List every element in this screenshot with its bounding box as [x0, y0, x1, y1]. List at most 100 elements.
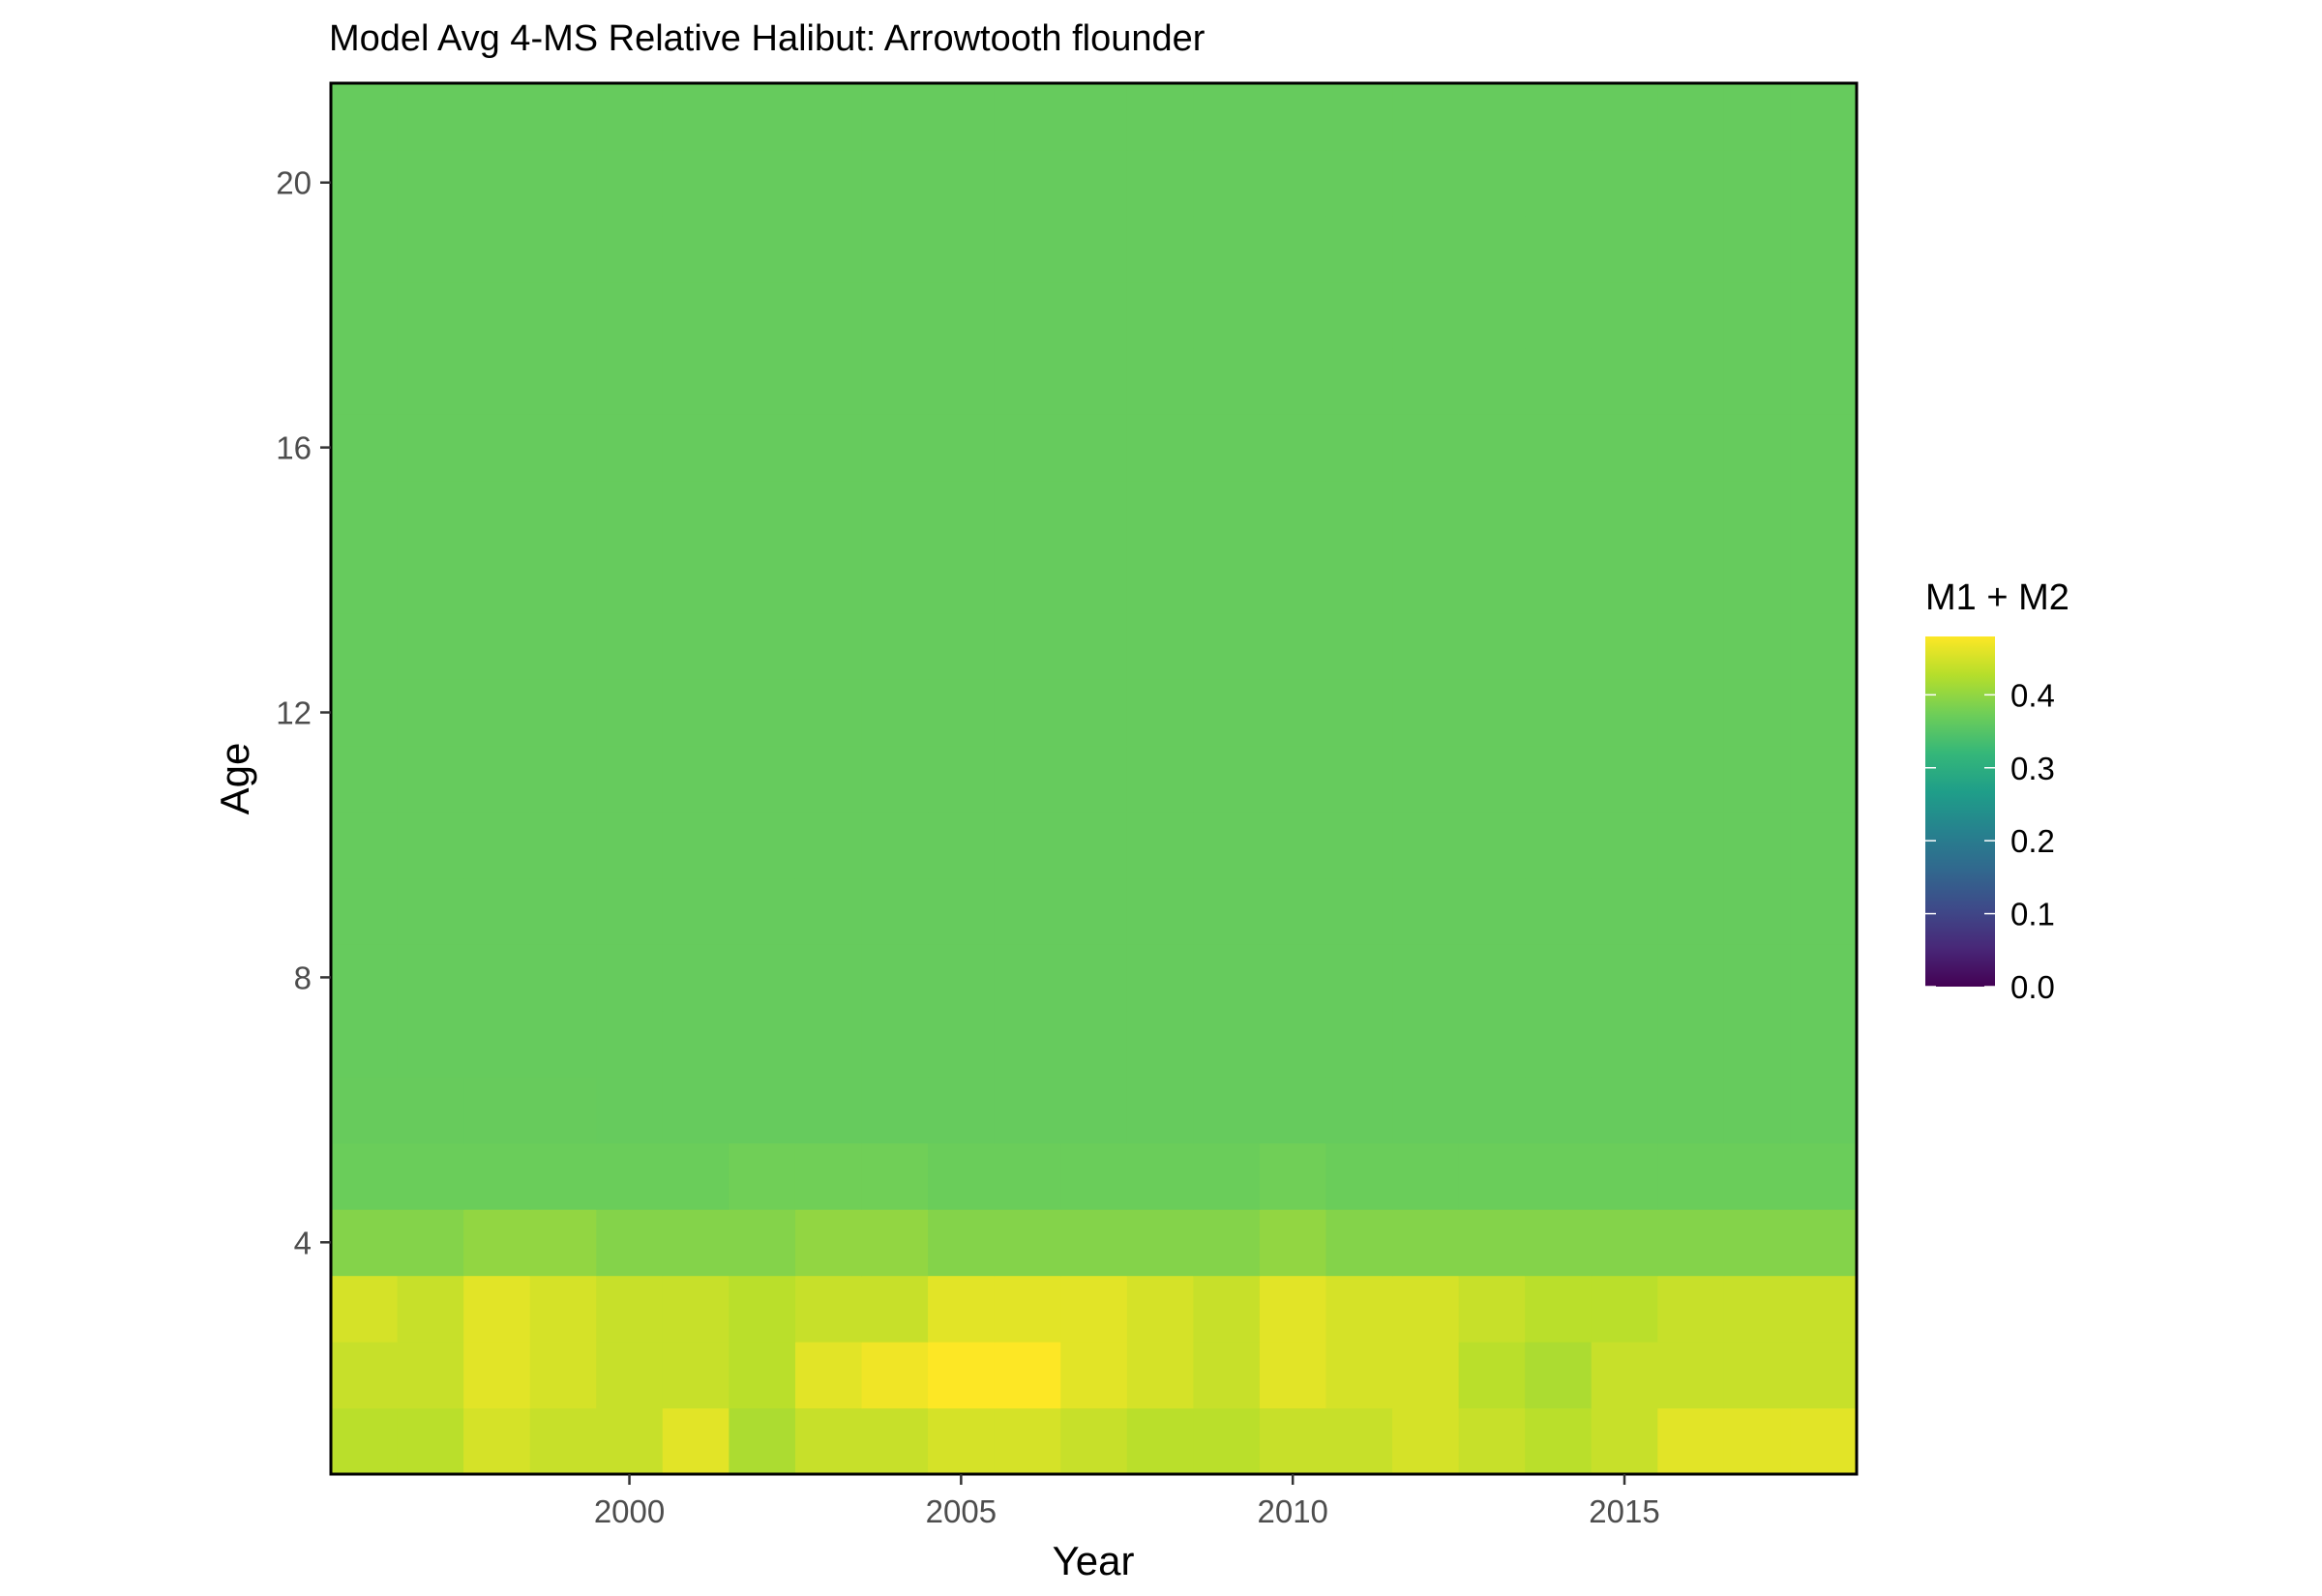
- legend-ticks: 0.0 0.1 0.2 0.3 0.4: [1925, 677, 2055, 1005]
- heatmap-cell: [729, 1010, 796, 1078]
- heatmap-cell: [397, 83, 464, 151]
- heatmap-cell: [1193, 547, 1261, 614]
- heatmap-cell: [529, 1142, 597, 1210]
- heatmap-cell: [463, 1342, 531, 1409]
- heatmap-cell: [1193, 1407, 1261, 1475]
- heatmap-cell: [1126, 1407, 1194, 1475]
- heatmap-cell: [1591, 1407, 1658, 1475]
- heatmap-cell: [1458, 612, 1526, 680]
- heatmap-cell: [1392, 944, 1460, 1012]
- heatmap-cell: [794, 547, 863, 614]
- heatmap-cell: [1657, 1275, 1725, 1343]
- heatmap-cell: [397, 149, 464, 217]
- heatmap-cell: [794, 1010, 863, 1078]
- heatmap-cell: [331, 1407, 399, 1475]
- heatmap-cell: [1525, 414, 1593, 482]
- heatmap-cell: [662, 1342, 729, 1409]
- heatmap-cell: [1392, 812, 1460, 879]
- heatmap-cell: [463, 1077, 531, 1144]
- heatmap-cell: [397, 1209, 464, 1277]
- heatmap-cell: [1790, 944, 1858, 1012]
- heatmap-cell: [1525, 1142, 1593, 1210]
- heatmap-cell: [1723, 612, 1792, 680]
- heatmap-cell: [1126, 1142, 1194, 1210]
- y-axis-title: Age: [212, 743, 257, 815]
- heatmap-cell: [994, 215, 1061, 283]
- heatmap-cell: [1193, 679, 1261, 747]
- heatmap-cell: [1259, 877, 1327, 945]
- heatmap-cell: [1259, 745, 1327, 813]
- heatmap-cell: [1259, 281, 1327, 349]
- heatmap-cell: [1723, 414, 1792, 482]
- heatmap-cell: [463, 1010, 531, 1078]
- heatmap-cell: [928, 812, 996, 879]
- heatmap-cell: [794, 347, 863, 415]
- heatmap-cell: [1591, 83, 1658, 151]
- heatmap-cell: [1060, 812, 1128, 879]
- heatmap-cell: [928, 1407, 996, 1475]
- heatmap-cell: [1193, 612, 1261, 680]
- heatmap-cell: [662, 612, 729, 680]
- heatmap-cell: [994, 1010, 1061, 1078]
- heatmap-cell: [1657, 679, 1725, 747]
- heatmap-cell: [596, 877, 664, 945]
- heatmap-cell: [662, 944, 729, 1012]
- heatmap-cell: [1259, 1077, 1327, 1144]
- heatmap-cell: [1392, 1209, 1460, 1277]
- heatmap-cell: [861, 679, 929, 747]
- heatmap-cell: [1790, 745, 1858, 813]
- heatmap-cell: [794, 944, 863, 1012]
- heatmap-cell: [1790, 1342, 1858, 1409]
- heatmap-cell: [1392, 215, 1460, 283]
- heatmap-cell: [861, 1407, 929, 1475]
- heatmap-cell: [994, 1275, 1061, 1343]
- heatmap-cell: [729, 679, 796, 747]
- heatmap-cell: [1259, 1010, 1327, 1078]
- heatmap-cell: [1259, 1342, 1327, 1409]
- heatmap-cell: [1126, 944, 1194, 1012]
- heatmap-cell: [662, 1407, 729, 1475]
- heatmap-cell: [994, 679, 1061, 747]
- heatmap-cell: [928, 1209, 996, 1277]
- heatmap-cell: [861, 944, 929, 1012]
- y-tick-label: 8: [294, 960, 312, 995]
- heatmap-cell: [994, 877, 1061, 945]
- heatmap-cell: [1193, 414, 1261, 482]
- heatmap-cell: [397, 347, 464, 415]
- heatmap-cell: [529, 679, 597, 747]
- heatmap-cell: [331, 877, 399, 945]
- y-tick-label: 20: [276, 165, 312, 201]
- heatmap-cell: [729, 1209, 796, 1277]
- heatmap-cell: [861, 877, 929, 945]
- heatmap-cell: [1657, 1010, 1725, 1078]
- heatmap-cell: [1657, 745, 1725, 813]
- heatmap-cell: [1458, 679, 1526, 747]
- heatmap-cell: [928, 679, 996, 747]
- heatmap-cell: [1525, 149, 1593, 217]
- heatmap-cell: [1790, 215, 1858, 283]
- heatmap-cell: [1060, 944, 1128, 1012]
- heatmap-cell: [1392, 1275, 1460, 1343]
- heatmap-cell: [1126, 347, 1194, 415]
- heatmap-cell: [794, 812, 863, 879]
- x-tick-label: 2005: [926, 1493, 997, 1529]
- heatmap-cell: [1392, 347, 1460, 415]
- heatmap-cell: [1591, 812, 1658, 879]
- heatmap-cell: [529, 877, 597, 945]
- heatmap-cell: [529, 1077, 597, 1144]
- heatmap-cell: [1458, 1142, 1526, 1210]
- heatmap-cell: [596, 1010, 664, 1078]
- heatmap-cell: [1657, 149, 1725, 217]
- heatmap-cell: [1723, 1209, 1792, 1277]
- heatmap-cell: [1458, 480, 1526, 547]
- legend-tick-label: 0.0: [2010, 969, 2055, 1005]
- heatmap-cell: [1325, 547, 1393, 614]
- heatmap-cell: [1126, 83, 1194, 151]
- heatmap-cell: [1259, 83, 1327, 151]
- heatmap-cell: [1790, 1142, 1858, 1210]
- heatmap-cell: [1126, 414, 1194, 482]
- heatmap-cell: [1193, 215, 1261, 283]
- heatmap-cell: [529, 745, 597, 813]
- heatmap-cell: [794, 414, 863, 482]
- heatmap-cell: [729, 1342, 796, 1409]
